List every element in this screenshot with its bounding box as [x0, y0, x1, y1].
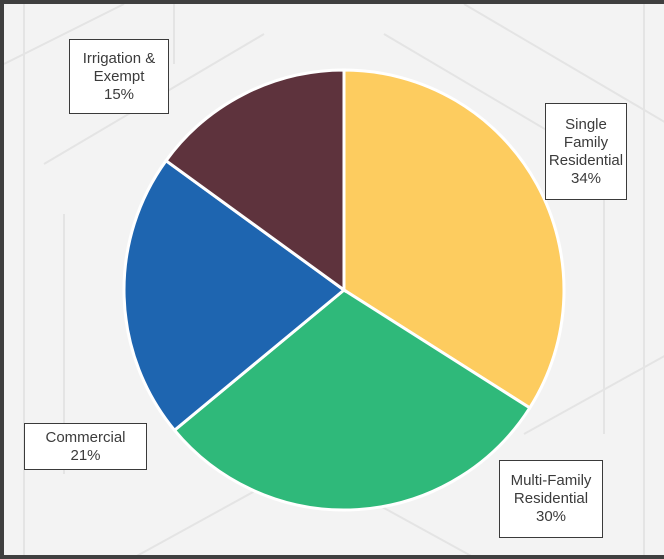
slice-label-text: Residential	[548, 151, 624, 169]
slice-label-text: Exempt	[93, 67, 145, 85]
slice-percent: 15%	[103, 85, 135, 103]
slice-label-text: Single	[565, 115, 607, 133]
slice-label-single-family: Single Family Residential 34%	[545, 103, 627, 200]
slice-label-text: Family	[563, 133, 609, 151]
slice-multi-family	[172, 288, 532, 512]
slice-label-text: Residential	[513, 490, 589, 507]
slice-percent: 30%	[535, 508, 567, 525]
slice-label-text: Irrigation &	[82, 49, 156, 67]
slice-irrigation	[163, 68, 346, 293]
pie-chart	[122, 68, 566, 512]
slice-label-text: Commercial	[45, 428, 126, 446]
slice-percent: 34%	[570, 169, 602, 187]
slice-label-text: Multi-Family	[510, 472, 592, 489]
slice-label-irrigation: Irrigation & Exempt 15%	[69, 39, 169, 114]
slice-commercial	[122, 158, 347, 433]
slice-label-commercial: Commercial 21%	[24, 423, 147, 470]
slice-percent: 21%	[70, 446, 101, 464]
slice-label-multi-family: Multi-Family Residential 30%	[499, 460, 603, 538]
